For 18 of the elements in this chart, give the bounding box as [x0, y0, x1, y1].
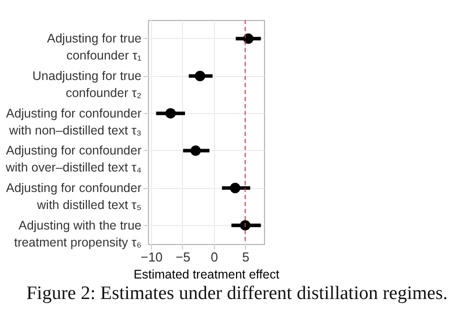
y-tick-label: Unadjusting for true confounder τ₂ [32, 69, 142, 100]
x-tick-label: 5 [242, 250, 250, 264]
y-tick-label: Adjusting for confounder with distilled text τ₅ [6, 181, 142, 212]
y-tick-label: Adjusting for true confounder τ₁ [47, 32, 142, 63]
caption: Figure 2: Estimates under different distillation regimes. [25, 283, 449, 305]
x-tick-label: −10 [140, 250, 163, 264]
point [230, 182, 240, 194]
point [165, 108, 176, 119]
point [190, 145, 201, 156]
x-tick-label: 0 [210, 250, 218, 264]
x-axis-title: Estimated treatment effect [134, 268, 280, 282]
point [243, 33, 254, 44]
y-tick-label: Adjusting with the true treatment propensity τ₆ [14, 218, 142, 250]
y-tick-label: Adjusting for confounder with over–distilled text τ₄ [4, 144, 142, 175]
y-tick-label: Adjusting for confounder with non–distilled text τ₃ [6, 106, 142, 138]
point [240, 220, 250, 231]
x-tick-label: −5 [176, 250, 190, 264]
point [194, 70, 206, 82]
